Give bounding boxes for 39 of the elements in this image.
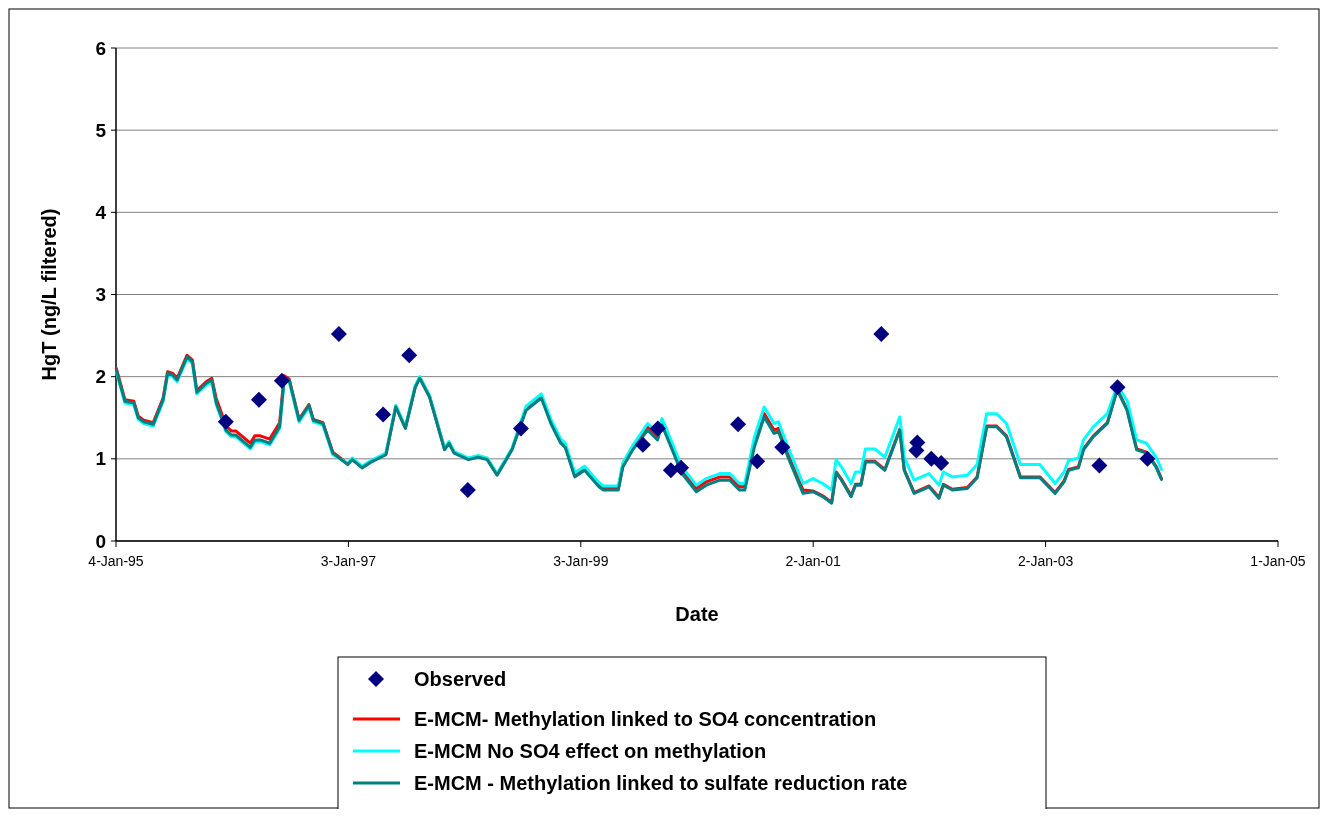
point xyxy=(1091,457,1108,474)
point xyxy=(1139,450,1156,467)
point xyxy=(273,372,290,389)
point xyxy=(873,325,890,342)
point xyxy=(250,391,267,408)
legend-label: Observed xyxy=(414,668,507,690)
point xyxy=(375,406,392,423)
y-tick-label: 2 xyxy=(95,366,106,388)
x-tick-label: 2-Jan-03 xyxy=(1017,553,1074,569)
x-tick-label: 1-Jan-05 xyxy=(1250,553,1306,569)
legend-label: E-MCM No SO4 effect on methylation xyxy=(414,740,767,762)
point xyxy=(634,436,651,453)
y-tick-label: 3 xyxy=(95,284,106,306)
y-tick-label: 5 xyxy=(95,119,107,141)
y-tick-label: 6 xyxy=(95,37,106,59)
x-tick-label: 2-Jan-01 xyxy=(785,553,842,569)
y-axis-title: HgT (ng/L filtered) xyxy=(38,208,60,381)
x-tick-label: 4-Jan-95 xyxy=(88,553,144,569)
x-axis-title: Date xyxy=(675,603,719,625)
point xyxy=(730,416,747,433)
legend-label: E-MCM- Methylation linked to SO4 concentration xyxy=(414,708,877,730)
point xyxy=(217,413,234,430)
point xyxy=(749,453,766,470)
x-tick-label: 3-Jan-99 xyxy=(553,553,609,569)
y-tick-label: 0 xyxy=(95,530,106,552)
point xyxy=(649,420,666,437)
point xyxy=(1109,379,1126,396)
point xyxy=(673,459,690,476)
y-tick-label: 4 xyxy=(95,201,107,223)
legend-label: E-MCM - Methylation linked to sulfate reduction rate xyxy=(414,772,908,794)
point xyxy=(401,347,418,364)
x-tick-label: 3-Jan-97 xyxy=(320,553,377,569)
point xyxy=(933,454,950,471)
point xyxy=(330,325,347,342)
point xyxy=(774,439,791,456)
point xyxy=(923,450,940,467)
point xyxy=(512,420,529,437)
point xyxy=(459,482,476,499)
y-tick-label: 1 xyxy=(95,448,107,470)
